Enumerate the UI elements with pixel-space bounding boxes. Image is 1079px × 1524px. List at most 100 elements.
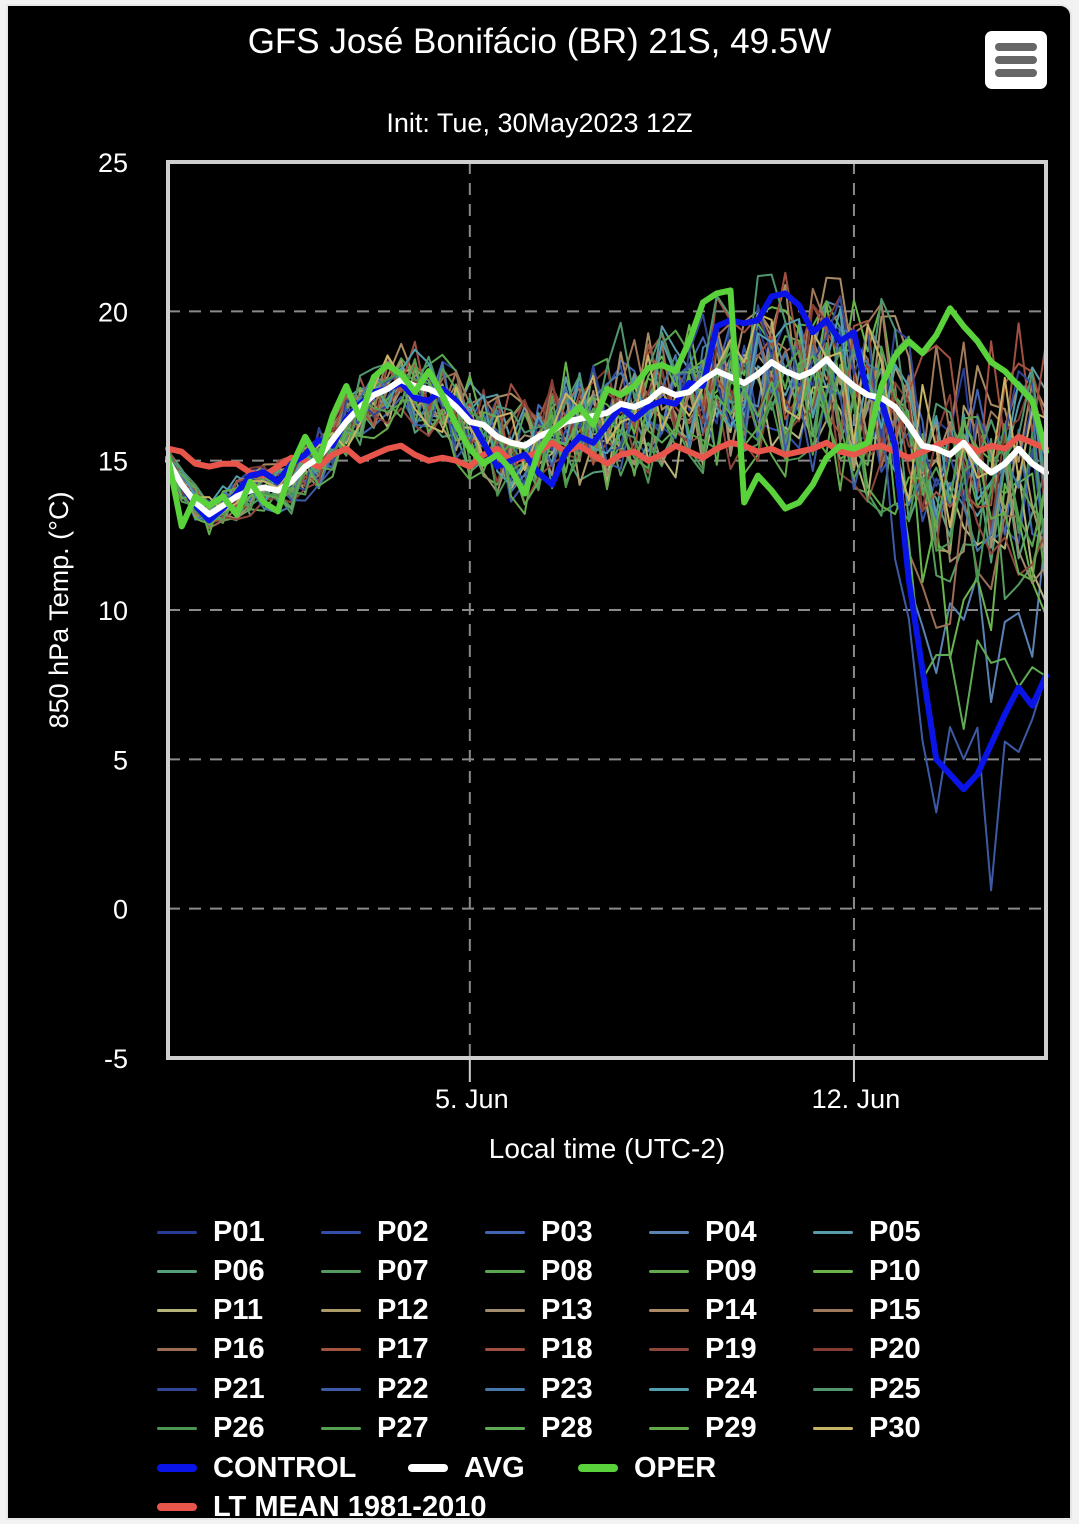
legend-label: CONTROL (213, 1451, 357, 1484)
legend-swatch-icon (321, 1427, 361, 1430)
legend-swatch-icon (485, 1309, 525, 1313)
legend-item-p06[interactable]: P06 (157, 1254, 265, 1288)
legend-label: P08 (541, 1254, 593, 1287)
legend-swatch-icon (813, 1387, 853, 1391)
legend-label: P22 (377, 1372, 429, 1405)
legend-swatch-icon (649, 1230, 689, 1234)
y-axis-ticks: 25 20 15 10 5 0 -5 (98, 148, 128, 1074)
legend-swatch-icon (157, 1464, 197, 1472)
legend-label: P11 (213, 1294, 263, 1327)
legend-label: P24 (705, 1372, 757, 1405)
legend-swatch-icon (321, 1309, 361, 1313)
legend-swatch-icon (813, 1230, 853, 1234)
legend-item-p08[interactable]: P08 (485, 1254, 593, 1288)
legend-item-p15[interactable]: P15 (813, 1294, 921, 1328)
legend-item-p04[interactable]: P04 (649, 1215, 757, 1249)
legend-swatch-icon (649, 1387, 689, 1391)
y-tick-label: 5 (113, 745, 128, 775)
x-tick-label: 12. Jun (812, 1084, 901, 1114)
legend-label: AVG (464, 1451, 525, 1484)
legend-label: P16 (213, 1333, 265, 1366)
legend-swatch-icon (649, 1427, 689, 1430)
y-tick-label: 20 (98, 297, 128, 327)
legend-item-p21[interactable]: P21 (157, 1372, 265, 1406)
legend-item-p02[interactable]: P02 (321, 1215, 429, 1249)
legend-label: P17 (377, 1333, 429, 1366)
legend-label: P07 (377, 1254, 429, 1287)
series-line-oper (165, 287, 1049, 530)
x-axis-ticks: 5. Jun 12. Jun (435, 1058, 900, 1114)
legend-item-p29[interactable]: P29 (649, 1412, 757, 1446)
legend-item-p25[interactable]: P25 (813, 1372, 921, 1406)
legend-swatch-icon (578, 1464, 618, 1472)
legend-swatch-icon (485, 1269, 525, 1273)
legend-item-p27[interactable]: P27 (321, 1412, 429, 1446)
legend-item-p28[interactable]: P28 (485, 1412, 593, 1446)
legend-item-p05[interactable]: P05 (813, 1215, 921, 1249)
legend-swatch-icon (813, 1427, 853, 1430)
legend-item-p22[interactable]: P22 (321, 1372, 429, 1406)
legend-item-p12[interactable]: P12 (321, 1294, 429, 1328)
y-tick-label: 0 (113, 895, 128, 925)
legend-swatch-icon (485, 1387, 525, 1391)
legend-item-p13[interactable]: P13 (485, 1294, 593, 1328)
legend-label: P03 (541, 1215, 593, 1248)
legend-item-p03[interactable]: P03 (485, 1215, 593, 1249)
legend-item-lt-mean-1981-2010[interactable]: LT MEAN 1981-2010 (157, 1490, 486, 1524)
legend-label: P28 (541, 1412, 593, 1444)
legend-item-p11[interactable]: P11 (157, 1294, 263, 1328)
legend-item-p07[interactable]: P07 (321, 1254, 429, 1288)
legend-label: P30 (869, 1412, 921, 1444)
y-tick-label: 10 (98, 596, 128, 626)
legend-item-p26[interactable]: P26 (157, 1412, 265, 1446)
legend-swatch-icon (485, 1427, 525, 1430)
legend-label: P19 (705, 1333, 757, 1366)
series-line-lt-mean-1981-2010 (165, 433, 1049, 479)
legend-swatch-icon (157, 1348, 197, 1352)
legend-label: P27 (377, 1412, 429, 1444)
y-axis-label: 850 hPa Temp. (°C) (44, 492, 74, 729)
legend-label: P26 (213, 1412, 265, 1444)
legend-item-p16[interactable]: P16 (157, 1333, 265, 1367)
legend-item-p23[interactable]: P23 (485, 1372, 593, 1406)
plot-border (166, 160, 1048, 1060)
legend-item-p17[interactable]: P17 (321, 1333, 429, 1367)
legend-label: P12 (377, 1294, 429, 1327)
legend-item-p14[interactable]: P14 (649, 1294, 757, 1328)
legend-label: P14 (705, 1294, 757, 1327)
legend-item-p18[interactable]: P18 (485, 1333, 593, 1367)
legend-item-p10[interactable]: P10 (813, 1254, 921, 1288)
legend-item-p19[interactable]: P19 (649, 1333, 757, 1367)
legend-swatch-icon (157, 1309, 197, 1313)
legend-item-p20[interactable]: P20 (813, 1333, 921, 1367)
hamburger-menu-button[interactable] (985, 31, 1047, 89)
legend-swatch-icon (157, 1503, 197, 1511)
legend-item-control[interactable]: CONTROL (157, 1451, 356, 1485)
legend-swatch-icon (649, 1309, 689, 1313)
legend-label: P04 (705, 1215, 757, 1248)
ensemble-members (167, 271, 1047, 892)
chart-title: GFS José Bonifácio (BR) 21S, 49.5W (247, 22, 832, 61)
series-line-control (165, 290, 1049, 793)
hamburger-menu-icon (995, 69, 1037, 77)
legend-swatch-icon (649, 1348, 689, 1352)
legend-label: P13 (541, 1294, 593, 1327)
legend-swatch-icon (485, 1348, 525, 1352)
legend-item-p09[interactable]: P09 (649, 1254, 757, 1288)
legend-label: LT MEAN 1981-2010 (213, 1490, 487, 1523)
legend-label: P29 (705, 1412, 757, 1444)
legend-swatch-icon (408, 1464, 448, 1472)
legend-item-p30[interactable]: P30 (813, 1412, 921, 1446)
legend-swatch-icon (485, 1230, 525, 1234)
y-tick-label: -5 (104, 1044, 128, 1074)
legend-item-p24[interactable]: P24 (649, 1372, 757, 1406)
legend-item-p01[interactable]: P01 (157, 1215, 265, 1249)
legend-label: P10 (869, 1254, 921, 1287)
legend-item-avg[interactable]: AVG (408, 1451, 525, 1485)
legend-label: P25 (869, 1372, 921, 1405)
chart-container (6, 4, 1072, 1520)
grid-lines (168, 162, 1046, 1058)
legend-item-oper[interactable]: OPER (578, 1451, 716, 1485)
legend-swatch-icon (321, 1269, 361, 1273)
legend-label: OPER (634, 1451, 717, 1484)
